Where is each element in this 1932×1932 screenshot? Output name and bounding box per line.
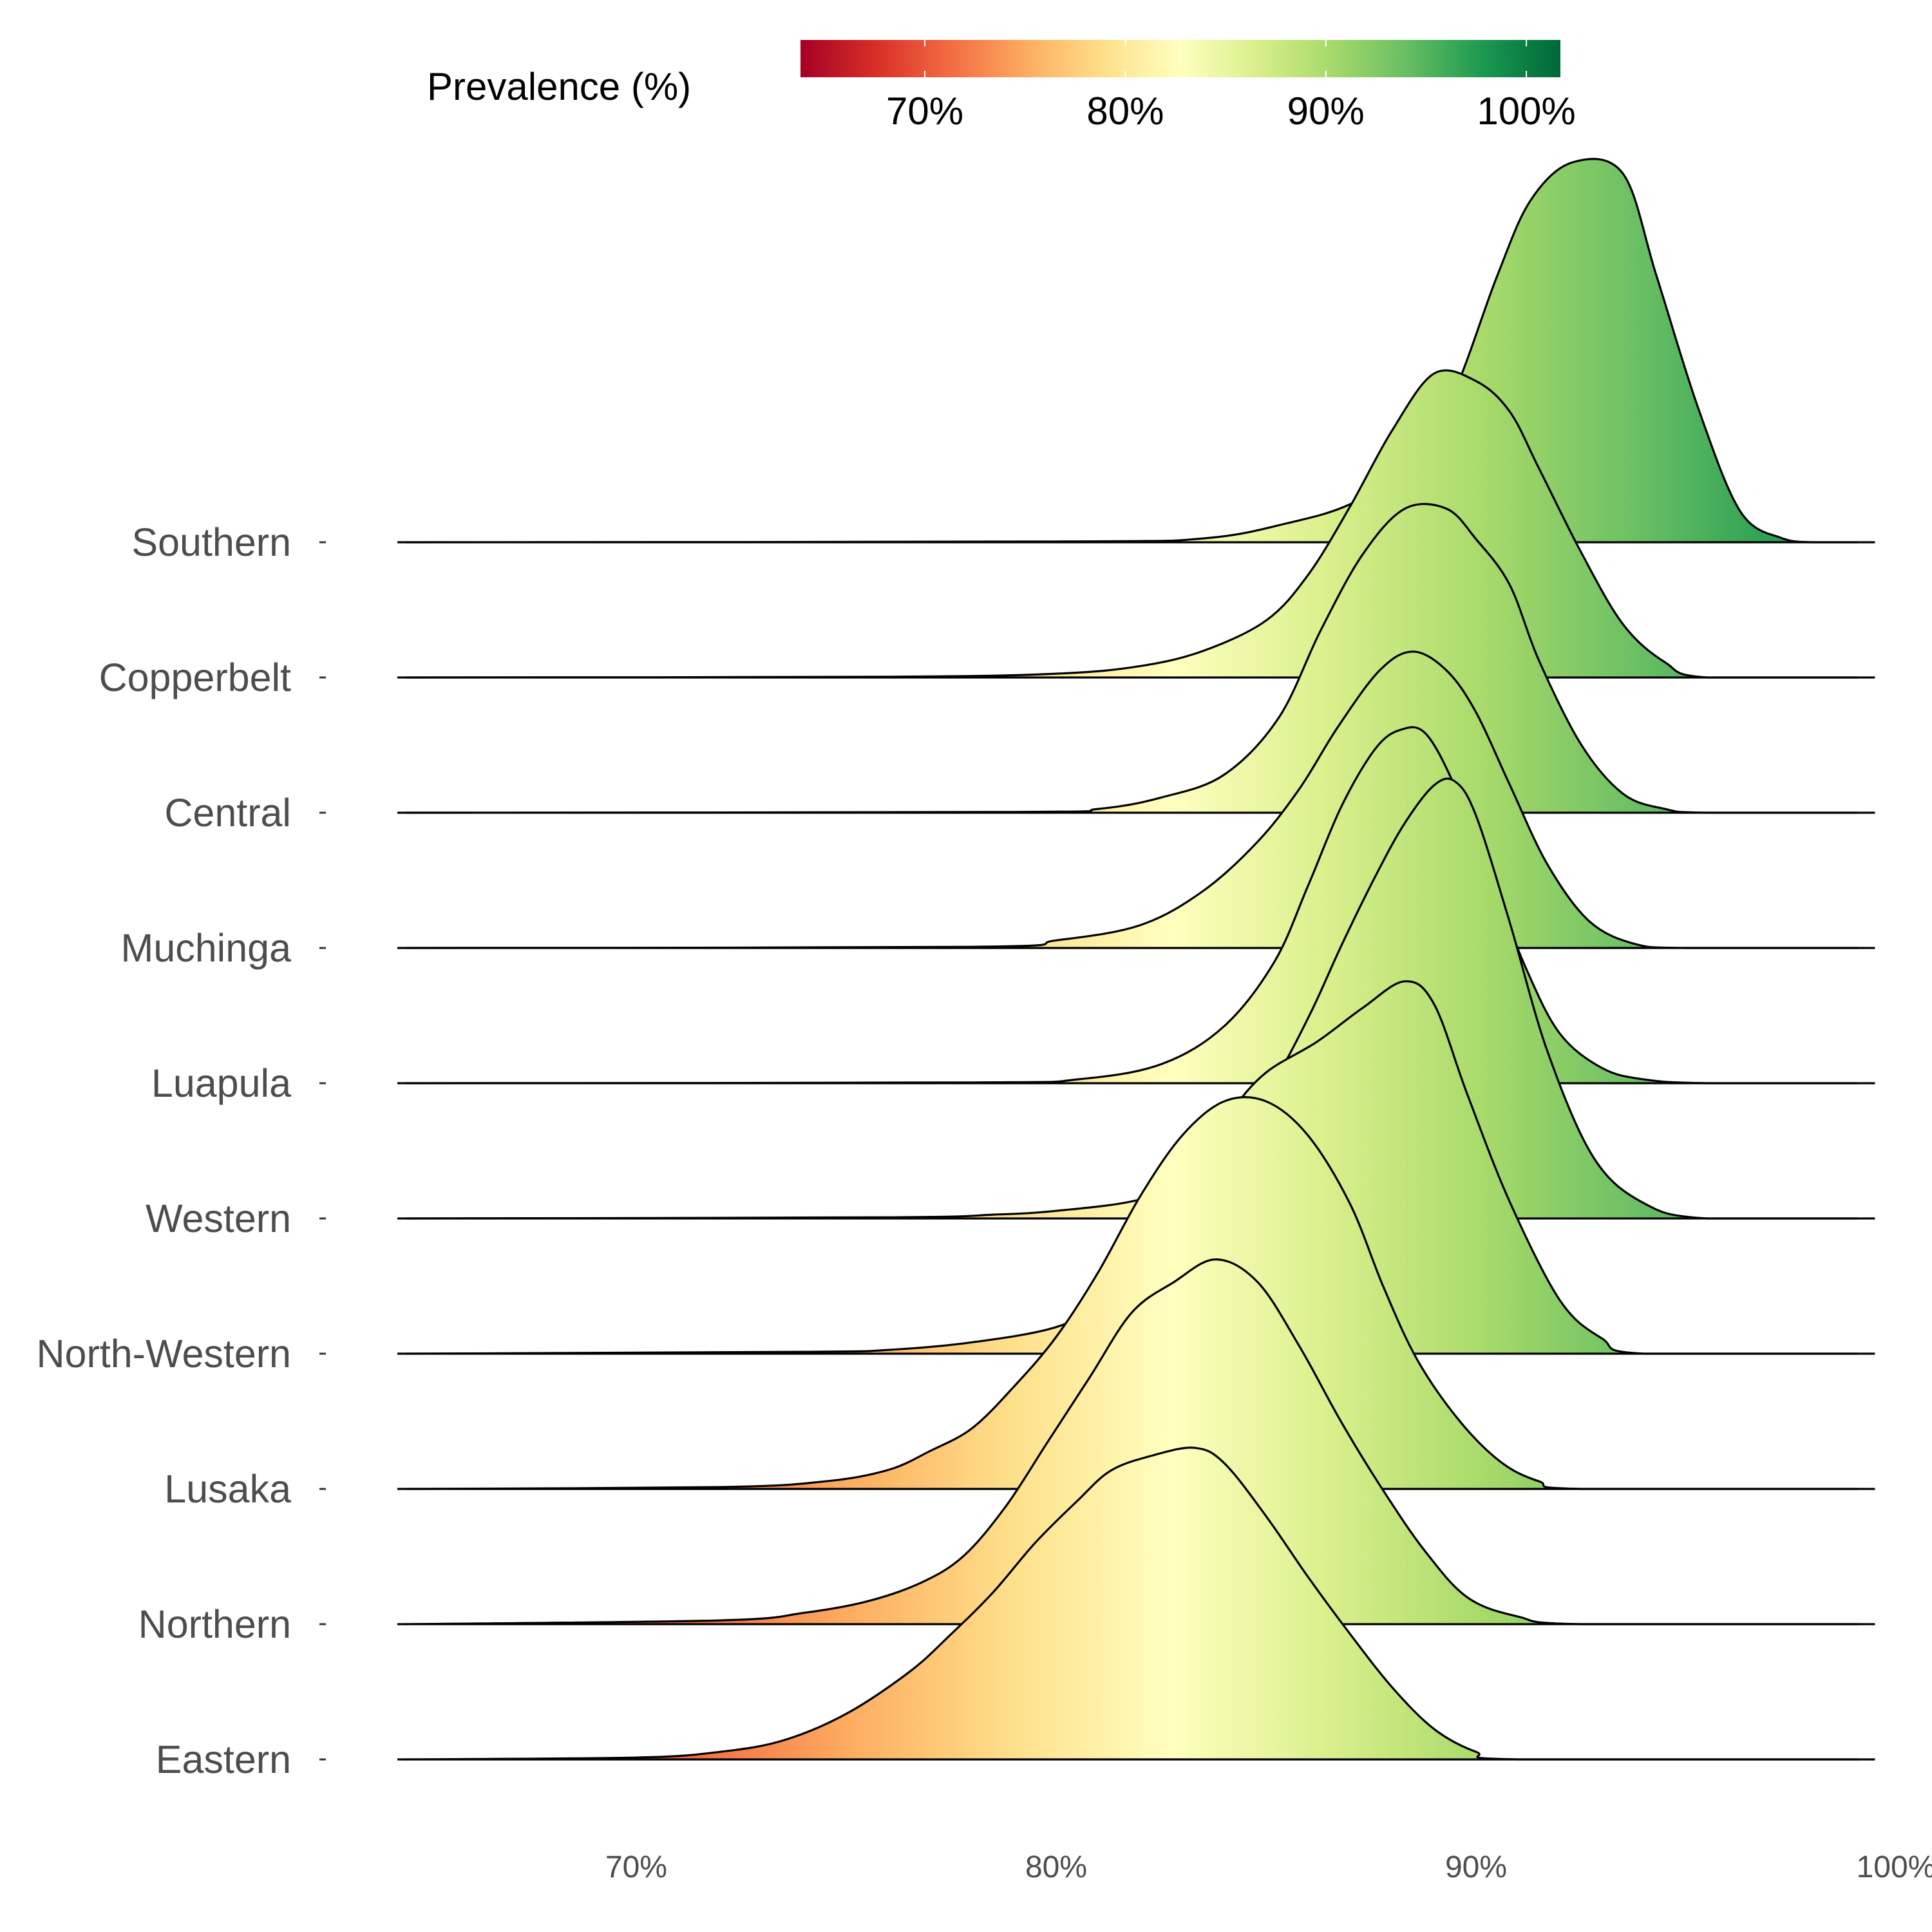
ridge-outline-muchinga bbox=[405, 650, 1875, 949]
ridge-outline-luapula bbox=[405, 726, 1875, 1084]
x-tick-label: 80% bbox=[1025, 1850, 1087, 1884]
x-tick-label: 70% bbox=[605, 1850, 667, 1884]
y-axis: Southern Copperbelt Central Muchinga Luapula… bbox=[37, 520, 326, 1781]
y-tick-label-southern: Southern bbox=[131, 520, 291, 564]
y-tick-label-muchinga: Muchinga bbox=[121, 926, 292, 970]
ridge-outline-northern bbox=[405, 1258, 1875, 1625]
legend-title: Prevalence (%) bbox=[427, 65, 691, 108]
legend-ticks: 70% 80% 90% 100% bbox=[886, 40, 1576, 133]
x-tick-label: 90% bbox=[1445, 1850, 1507, 1884]
legend-tick-label: 80% bbox=[1086, 90, 1164, 133]
ridge-fill-lusaka bbox=[405, 1097, 1875, 1489]
ridge-outline-north-western bbox=[405, 980, 1875, 1355]
ridge-outline-eastern bbox=[405, 1446, 1875, 1761]
color-legend: Prevalence (%) 70% 80% 90% 100% bbox=[427, 40, 1576, 133]
y-tick-label-eastern: Eastern bbox=[156, 1738, 291, 1781]
ridge-fill-western bbox=[405, 779, 1875, 1218]
ridge-muchinga bbox=[397, 650, 1875, 949]
ridge-fill-eastern bbox=[405, 1447, 1875, 1759]
y-tick-label-luapula: Luapula bbox=[151, 1061, 291, 1105]
ridge-fill-luapula bbox=[405, 727, 1875, 1083]
ridge-outline-copperbelt bbox=[405, 369, 1875, 679]
ridge-central bbox=[397, 502, 1875, 814]
ridge-outline-western bbox=[405, 777, 1875, 1220]
ridge-fill-southern bbox=[405, 158, 1875, 542]
ridge-western bbox=[397, 777, 1875, 1220]
ridge-southern bbox=[397, 158, 1875, 544]
x-tick-label: 100% bbox=[1857, 1850, 1932, 1884]
legend-tick-label: 90% bbox=[1287, 90, 1365, 133]
y-tick-label-lusaka: Lusaka bbox=[164, 1467, 291, 1511]
ridge-outline-southern bbox=[405, 158, 1875, 544]
legend-tick-label: 70% bbox=[886, 90, 963, 133]
x-axis: 70% 80% 90% 100% bbox=[605, 1850, 1932, 1884]
y-tick-label-north-western: North-Western bbox=[37, 1332, 292, 1376]
y-tick-label-northern: Northern bbox=[138, 1602, 291, 1646]
ridge-fill-north-western bbox=[405, 981, 1875, 1354]
ridge-fill-northern bbox=[405, 1259, 1875, 1624]
ridge-outline-central bbox=[405, 502, 1875, 814]
ridges bbox=[397, 158, 1875, 1761]
legend-tick-label: 100% bbox=[1477, 90, 1575, 133]
ridge-eastern bbox=[397, 1446, 1875, 1761]
y-tick-label-central: Central bbox=[164, 791, 291, 835]
ridge-luapula bbox=[397, 726, 1875, 1084]
y-tick-label-copperbelt: Copperbelt bbox=[99, 656, 291, 699]
y-tick-label-western: Western bbox=[146, 1197, 291, 1240]
ridge-outline-lusaka bbox=[405, 1096, 1875, 1490]
ridge-fill-muchinga bbox=[405, 651, 1875, 948]
legend-colorbar bbox=[800, 40, 1560, 77]
